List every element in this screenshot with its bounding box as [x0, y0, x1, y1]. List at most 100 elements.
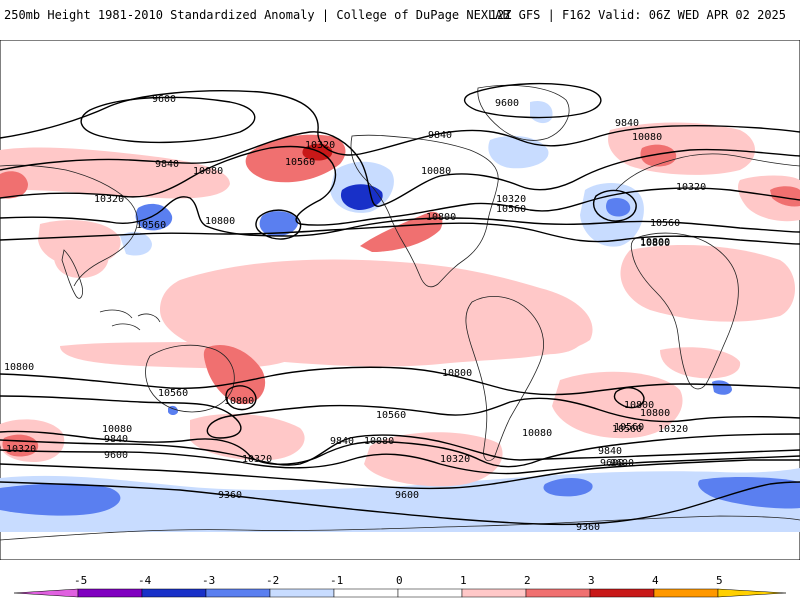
colorbar-tick-label: 5 [716, 574, 723, 587]
contour-label: 10800 [224, 396, 254, 407]
colorbar-segment-pos1 [461, 588, 527, 598]
colorbar-tick-label: 2 [524, 574, 531, 587]
contour-label: 10080 [421, 166, 451, 177]
height-contours [0, 82, 800, 526]
contour-10560-atlantic-low [592, 189, 637, 222]
colorbar-tick-label: -4 [138, 574, 152, 587]
coastlines [0, 84, 800, 541]
contour-10560-pacific-low [255, 209, 302, 240]
contour-10320-north [0, 145, 800, 226]
contour-label: 9840 [104, 434, 128, 445]
contour-label: 10560 [496, 204, 526, 215]
greenland-coast [477, 84, 570, 141]
contour-labels: 9600 9600 9840 9840 9840 10080 10080 100… [4, 94, 706, 533]
contour-label: 10800 [205, 216, 235, 227]
contour-9600-north-asia [80, 96, 256, 144]
southern-light-blue-band [0, 468, 800, 532]
indonesia-coast [99, 309, 161, 331]
contour-9600-arctic [463, 82, 602, 119]
colorbar-segment-pos2 [525, 588, 591, 598]
anomaly-map: 9600 9600 9840 9840 9840 10080 10080 100… [0, 40, 800, 560]
contour-label: 10560 [136, 220, 166, 231]
colorbar-segment-zero-neg [333, 588, 399, 598]
japan-small-blue [120, 231, 152, 256]
map-title: 250mb Height 1981-2010 Standardized Anom… [4, 8, 510, 22]
contour-label: 9840 [615, 118, 639, 129]
contour-9840-south [0, 449, 800, 475]
africa-pink [620, 245, 795, 322]
colorbar-segment-pos4 [653, 588, 719, 598]
contour-label: 10560 [650, 218, 680, 229]
contour-10800-aus-cutoff [225, 385, 257, 411]
contour-label: 10560 [158, 388, 188, 399]
contour-label: 10080 [364, 436, 394, 447]
contour-10320-south [0, 430, 800, 468]
contour-label: 10800 [426, 212, 456, 223]
positive-anomaly-shading [0, 122, 800, 487]
contour-10800-satl-cutoff [613, 387, 645, 409]
colorbar-segment-neg4 [77, 588, 143, 598]
china-blue [135, 203, 173, 231]
contour-label: 9600 [104, 450, 128, 461]
colorbar-tick-label: -1 [330, 574, 343, 587]
contour-9360-south [0, 481, 800, 526]
drake-pink [364, 432, 503, 487]
antarctica-coast [0, 515, 800, 541]
colorbar-tick-label: -3 [202, 574, 215, 587]
contour-label: 9600 [610, 458, 634, 469]
colorbar-segment-neg5 [13, 588, 79, 598]
colorbar-segment-neg2 [205, 588, 271, 598]
pacific-pink-band [160, 259, 593, 367]
colorbar: -5 -4 -3 -2 -1 0 1 2 3 4 5 [13, 574, 787, 598]
south-atlantic-pink [552, 371, 683, 439]
colorbar-tick-label: 3 [588, 574, 595, 587]
contour-label: 10800 [640, 237, 670, 248]
south-indian-pink [660, 347, 741, 379]
contour-10080-north [0, 131, 800, 207]
colorbar-segment-pos5 [717, 588, 787, 598]
contour-10800-north [0, 222, 800, 245]
atlantic-blue-core [606, 198, 631, 217]
north-america-coast [350, 134, 499, 288]
contour-label: 9600 [495, 98, 519, 109]
contour-label: 9360 [576, 522, 600, 533]
aus-south-pink [190, 413, 305, 461]
contour-10080-south [0, 434, 800, 466]
asia-red [0, 171, 28, 199]
contour-9600-south [0, 459, 800, 490]
contour-label: 10320 [242, 454, 272, 465]
contour-label: 10560 [376, 410, 406, 421]
india-pink [53, 236, 109, 278]
contour-9840-north [0, 90, 800, 156]
colorbar-tick-label: -2 [266, 574, 279, 587]
contour-label: 9840 [428, 130, 452, 141]
contour-label: 9840 [598, 446, 622, 457]
india-coast [61, 249, 83, 299]
contour-label: 10800 [640, 408, 670, 419]
southern-blue-patch-west [0, 483, 121, 516]
southern-blue-patch-mid [543, 478, 593, 497]
kamchatka-blue [259, 211, 299, 237]
contour-label: 10560 [614, 422, 644, 433]
contour-label: 10080 [193, 166, 223, 177]
contour-label: 10800 [624, 400, 654, 411]
colorbar-tick-label: -5 [74, 574, 87, 587]
contour-label: 10320 [6, 444, 36, 455]
europe-asia-coast [0, 153, 800, 287]
contour-label: 10320 [658, 424, 688, 435]
colorbar-segments [13, 588, 787, 598]
contour-label: 10080 [522, 428, 552, 439]
contour-label: 10320 [305, 140, 335, 151]
contour-label: 9840 [330, 436, 354, 447]
contour-label: 10320 [440, 454, 470, 465]
contour-10800-south [0, 366, 800, 396]
contour-label: 9360 [218, 490, 242, 501]
mid-atlantic-pink [499, 314, 585, 355]
model-valid-time: 12Z GFS | F162 Valid: 06Z WED APR 02 202… [489, 8, 786, 22]
east-asia-red [770, 186, 800, 207]
contour-label: 10560 [612, 424, 642, 435]
contour-label: 10800 [640, 238, 670, 249]
contour-10560-south [0, 395, 800, 439]
colorbar-segment-neg3 [141, 588, 207, 598]
contour-label: 10080 [632, 132, 662, 143]
